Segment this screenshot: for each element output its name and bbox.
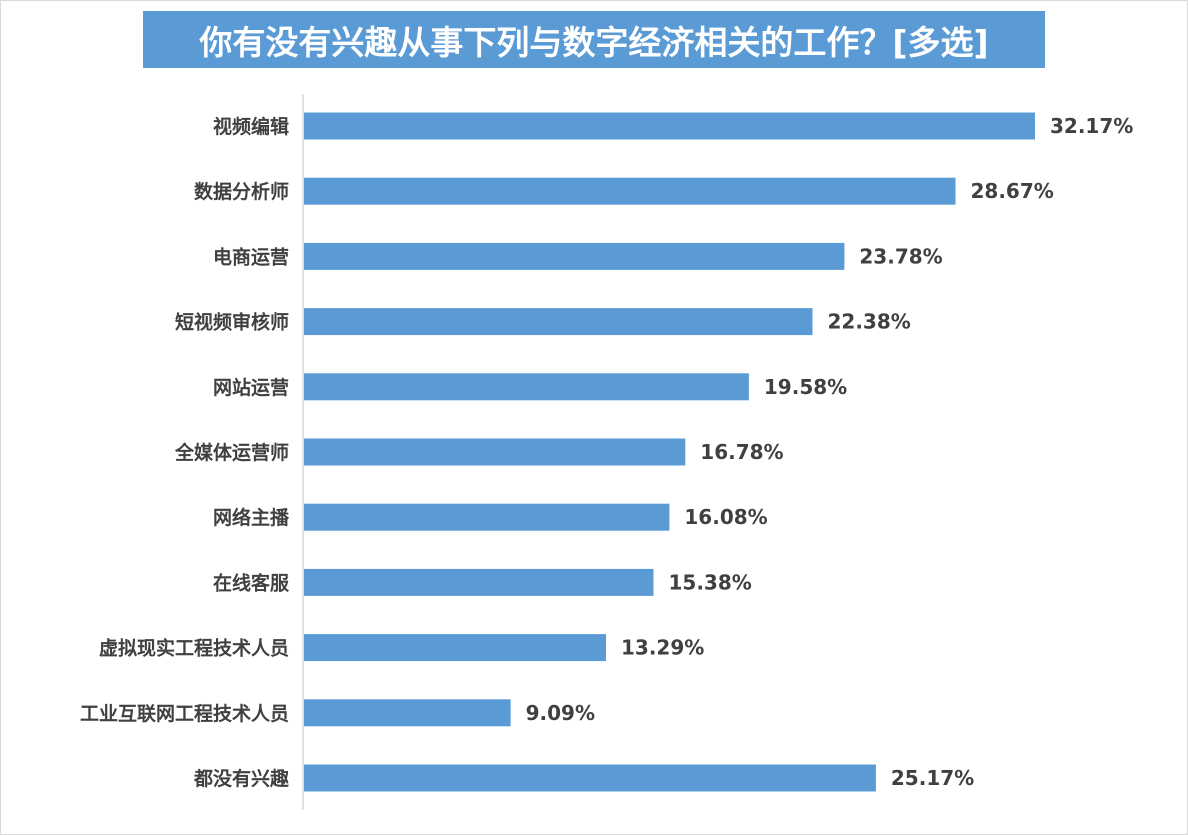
- category-label: 在线客服: [213, 571, 290, 594]
- data-label: 23.78%: [859, 244, 942, 268]
- bar: [304, 634, 606, 662]
- bar: [304, 308, 813, 336]
- data-label: 22.38%: [828, 310, 911, 334]
- bar: [304, 764, 876, 792]
- bar: [304, 177, 956, 205]
- data-label: 28.67%: [971, 179, 1054, 203]
- category-label: 视频编辑: [213, 115, 289, 138]
- bar: [304, 503, 670, 531]
- category-label: 网站运营: [213, 376, 289, 399]
- category-label: 电商运营: [213, 245, 289, 268]
- data-label: 13.29%: [621, 636, 704, 660]
- data-label: 32.17%: [1050, 114, 1133, 138]
- category-label: 虚拟现实工程技术人员: [99, 637, 289, 660]
- category-label: 工业互联网工程技术人员: [80, 702, 289, 725]
- category-label: 都没有兴趣: [193, 767, 290, 790]
- bar: [304, 242, 845, 270]
- bar: [304, 373, 749, 401]
- chart-title: 你有没有兴趣从事下列与数字经济相关的工作？[多选]: [199, 22, 989, 62]
- category-label: 网络主播: [213, 506, 290, 529]
- data-label: 9.09%: [526, 701, 595, 725]
- data-label: 16.08%: [684, 505, 767, 529]
- data-label: 16.78%: [700, 440, 783, 464]
- bar: [304, 438, 686, 466]
- bar: [304, 568, 654, 596]
- bar: [304, 699, 511, 727]
- category-label: 数据分析师: [194, 180, 289, 203]
- data-label: 15.38%: [669, 570, 752, 594]
- data-label: 25.17%: [891, 766, 974, 790]
- data-label: 19.58%: [764, 375, 847, 399]
- chart-title-banner: 你有没有兴趣从事下列与数字经济相关的工作？[多选]: [143, 11, 1045, 68]
- bar: [304, 112, 1035, 140]
- category-label: 短视频审核师: [175, 311, 289, 334]
- category-label: 全媒体运营师: [174, 441, 289, 464]
